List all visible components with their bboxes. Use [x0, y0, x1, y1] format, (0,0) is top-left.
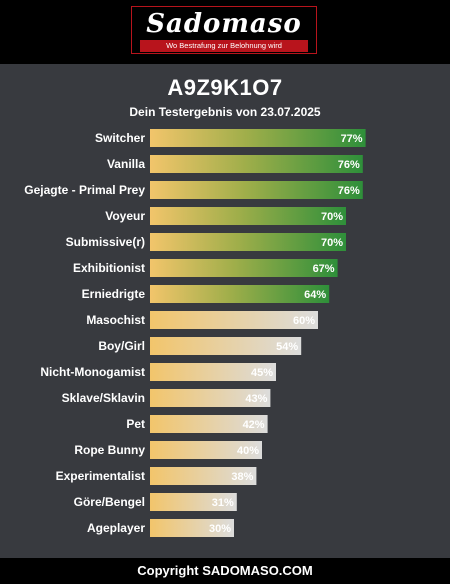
category-label: Erniedrigte	[82, 287, 146, 301]
bar-value-label: 43%	[245, 393, 267, 405]
category-label: Boy/Girl	[98, 339, 145, 353]
bar	[150, 519, 234, 537]
category-label: Exhibitionist	[73, 261, 145, 275]
bar-value-label: 77%	[341, 133, 363, 145]
category-label: Pet	[126, 417, 145, 431]
bar	[150, 467, 257, 485]
bar-value-label: 70%	[321, 211, 343, 223]
bar	[150, 259, 338, 277]
bar	[150, 207, 346, 225]
bar-value-label: 38%	[231, 471, 253, 483]
bar-value-label: 70%	[321, 237, 343, 249]
category-label: Ageplayer	[87, 521, 145, 535]
bar-value-label: 42%	[243, 419, 265, 431]
category-label: Göre/Bengel	[74, 495, 145, 509]
category-label: Gejagte - Primal Prey	[24, 183, 145, 197]
category-label: Submissive(r)	[66, 235, 145, 249]
category-label: Nicht-Monogamist	[40, 365, 145, 379]
bar	[150, 155, 363, 173]
bar-value-label: 64%	[304, 289, 326, 301]
logo-wordmark: Sadomaso	[146, 9, 302, 39]
bar	[150, 441, 262, 459]
category-label: Rope Bunny	[74, 443, 145, 457]
bar	[150, 311, 318, 329]
bar	[150, 337, 302, 355]
bar-value-label: 60%	[293, 315, 315, 327]
bar-value-label: 76%	[338, 159, 360, 171]
site-logo[interactable]: Sadomaso Wo Bestrafung zur Belohnung wir…	[131, 6, 317, 54]
bar-value-label: 54%	[276, 341, 298, 353]
bar-value-label: 45%	[251, 367, 273, 379]
category-label: Experimentalist	[56, 469, 145, 483]
bar	[150, 181, 363, 199]
bar-value-label: 31%	[212, 497, 234, 509]
bar	[150, 389, 271, 407]
bar	[150, 415, 268, 433]
category-label: Switcher	[95, 131, 145, 145]
bar-value-label: 67%	[313, 263, 335, 275]
bar-value-label: 76%	[338, 185, 360, 197]
bar-value-label: 30%	[209, 523, 231, 535]
category-label: Vanilla	[107, 157, 145, 171]
category-label: Sklave/Sklavin	[62, 391, 145, 405]
logo-tagline: Wo Bestrafung zur Belohnung wird	[140, 40, 308, 52]
category-label: Masochist	[86, 313, 145, 327]
footer-copyright: Copyright SADOMASO.COM	[0, 558, 450, 584]
bar	[150, 363, 276, 381]
bar	[150, 285, 330, 303]
result-code: A9Z9K1O7	[167, 75, 283, 100]
bar	[150, 493, 237, 511]
bar	[150, 233, 346, 251]
result-subtitle: Dein Testergebnis von 23.07.2025	[129, 105, 321, 119]
bar	[150, 129, 366, 147]
category-label: Voyeur	[105, 209, 145, 223]
site-header: Sadomaso Wo Bestrafung zur Belohnung wir…	[0, 0, 450, 64]
bar-value-label: 40%	[237, 445, 259, 457]
